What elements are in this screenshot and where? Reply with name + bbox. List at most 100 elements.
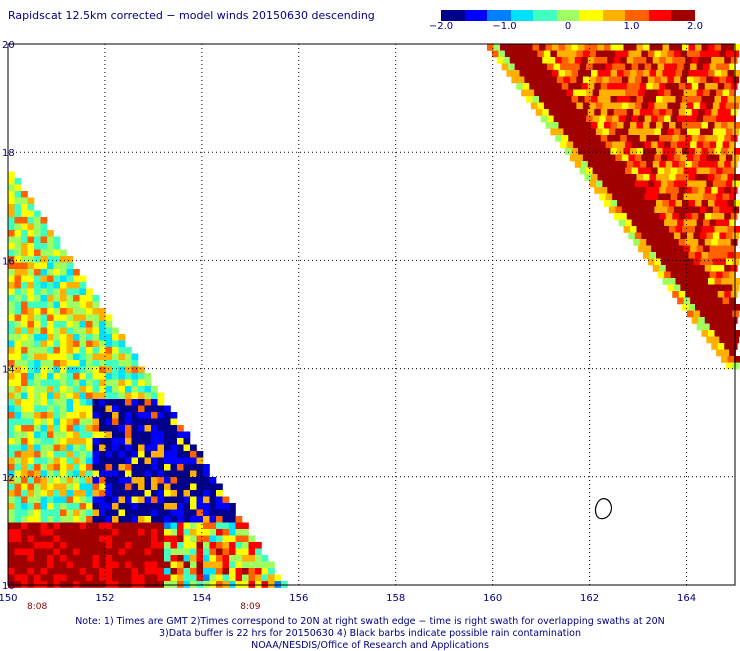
wind-cell [157,412,165,419]
wind-cell [21,327,28,335]
wind-cell [222,535,230,543]
wind-cell [698,109,706,116]
wind-cell [177,451,184,458]
wind-cell [40,223,48,231]
wind-cell [170,431,178,439]
wind-cell [634,232,642,240]
wind-cell [21,470,28,478]
wind-cell [99,483,106,491]
wind-cell [722,297,730,305]
wind-cell [647,50,655,58]
wind-cell [66,529,74,536]
wind-cell [242,555,249,562]
wind-cell [125,535,132,543]
wind-cell [682,44,689,51]
wind-cell [633,57,641,64]
wind-cell [8,308,15,315]
wind-cell [685,161,693,168]
wind-cell [578,96,585,103]
colorbar-segment [497,10,500,21]
colorbar-segment [649,10,652,21]
wind-cell [222,555,230,562]
wind-cell [662,44,670,51]
wind-cell [138,470,145,478]
colorbar-segment [507,10,510,21]
colorbar-segment [493,10,496,21]
wind-cell [131,568,139,575]
wind-cell [652,135,660,142]
wind-cell [556,50,564,58]
wind-cell [177,548,184,556]
wind-cell [599,141,606,149]
wind-cell [607,83,615,90]
wind-cell [66,464,74,471]
wind-cell [209,574,217,582]
wind-cell [79,516,87,523]
wind-cell [548,109,556,116]
colorbar-segment [553,10,556,21]
wind-cell [53,496,61,504]
wind-cell [34,425,41,432]
wind-cell [14,490,22,497]
wind-cell [660,206,668,214]
wind-cell [216,568,223,575]
wind-cell [586,115,593,123]
wind-cell [605,141,613,149]
wind-cell [8,347,15,354]
wind-cell [86,451,93,458]
colorbar-segment [527,10,530,21]
wind-cell [151,444,158,452]
wind-cell [535,83,543,90]
wind-cell [581,135,589,142]
wind-cell [677,271,684,279]
wind-cell [92,392,100,400]
wind-cell [626,83,634,90]
wind-cell [14,535,22,543]
wind-cell [47,574,54,582]
wind-cell [40,561,48,569]
wind-cell [677,89,684,97]
wind-cell [592,89,600,97]
wind-cell [40,477,48,484]
wind-cell [659,161,667,168]
wind-cell [578,148,585,155]
wind-cell [216,483,223,491]
wind-cell [729,271,736,279]
wind-cell [696,193,704,201]
wind-cell [144,379,152,387]
wind-cell [40,574,48,582]
wind-cell [157,457,165,465]
wind-cell [630,148,637,155]
wind-cell [578,122,585,129]
wind-cell [695,226,702,233]
wind-cell [86,431,93,439]
wind-cell [680,180,688,188]
wind-cell [21,275,28,283]
wind-cell [66,425,74,432]
wind-cell [662,278,670,285]
wind-cell [670,63,678,71]
wind-cell [92,295,100,302]
wind-cell [118,366,126,374]
wind-cell [717,57,725,64]
wind-cell [696,297,704,305]
wind-cell [664,141,671,149]
wind-cell [576,154,584,162]
wind-cell [27,379,35,387]
wind-cell [630,44,637,51]
wind-cell [73,288,80,296]
wind-cell [47,444,54,452]
wind-cell [131,418,139,426]
wind-cell [706,50,714,58]
wind-cell [53,418,61,426]
colorbar-segment [541,10,544,21]
wind-cell [53,561,61,569]
colorbar-segment [513,10,516,21]
wind-cell [157,516,165,523]
wind-cell [699,50,707,58]
wind-cell [703,141,710,149]
wind-cell [66,516,74,523]
wind-cell [53,366,61,374]
colorbar-segment [627,10,630,21]
wind-cell [634,154,642,162]
